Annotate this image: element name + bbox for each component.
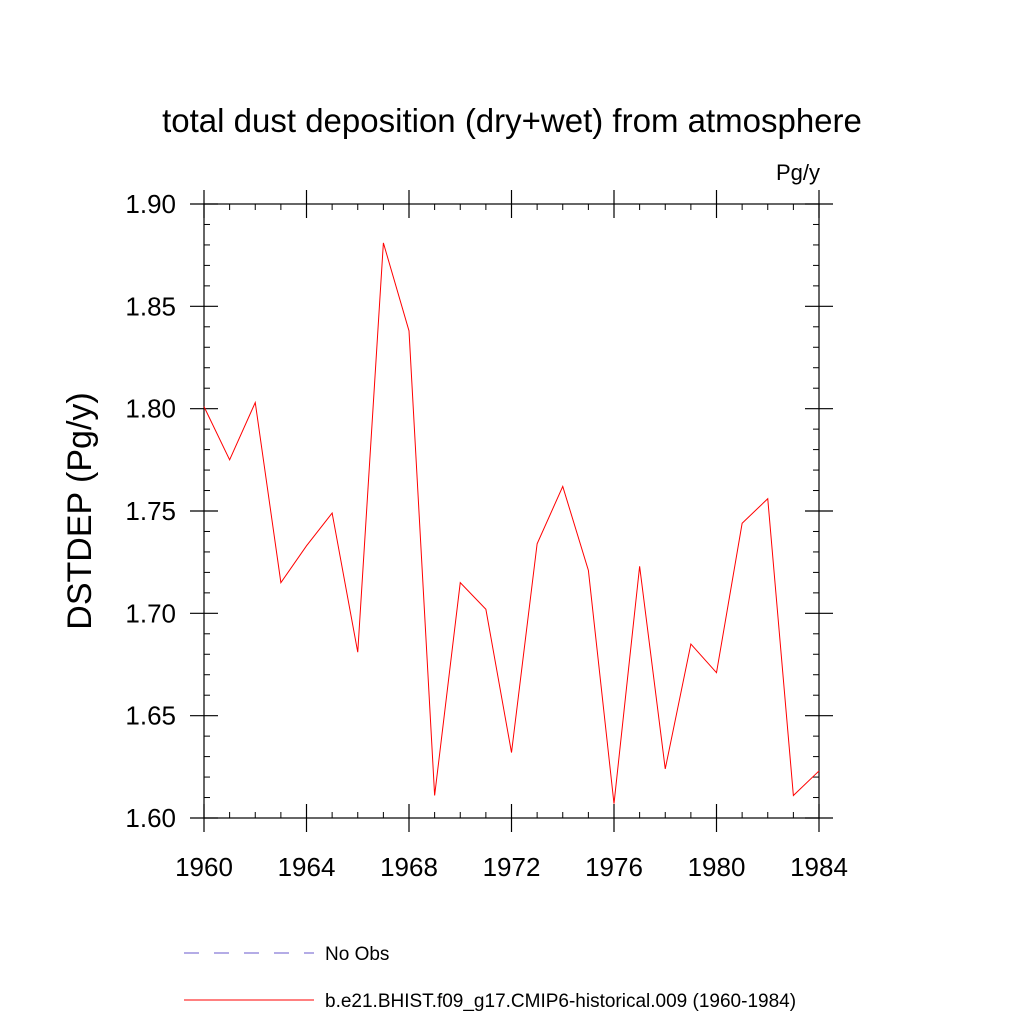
x-tick-label: 1960: [175, 852, 233, 882]
series-line-0: [203, 242, 820, 804]
y-tick-labels: 1.60 1.65 1.70 1.75 1.80 1.85 1.90: [125, 189, 176, 833]
minor-ticks: [204, 204, 819, 818]
y-tick-label: 1.85: [125, 291, 176, 321]
y-axis-label: DSTDEP (Pg/y): [61, 392, 99, 629]
legend-label-historical: b.e21.BHIST.f09_g17.CMIP6-historical.009…: [325, 991, 796, 1012]
x-tick-labels: 1960 1964 1968 1972 1976 1980 1984: [175, 852, 848, 882]
y-tick-label: 1.90: [125, 189, 176, 219]
y-tick-label: 1.70: [125, 598, 176, 628]
y-tick-label: 1.80: [125, 394, 176, 424]
units-label: Pg/y: [776, 160, 820, 185]
chart-title: total dust deposition (dry+wet) from atm…: [162, 102, 862, 139]
x-tick-label: 1964: [278, 852, 336, 882]
y-tick-label: 1.65: [125, 701, 176, 731]
x-tick-label: 1972: [483, 852, 541, 882]
x-tick-label: 1976: [585, 852, 643, 882]
x-tick-label: 1968: [380, 852, 438, 882]
y-tick-label: 1.75: [125, 496, 176, 526]
series-layer: [203, 242, 820, 804]
y-tick-label: 1.60: [125, 803, 176, 833]
plot-frame: [203, 203, 820, 819]
major-ticks: [190, 190, 833, 832]
x-tick-label: 1980: [688, 852, 746, 882]
legend-label-no-obs: No Obs: [325, 944, 389, 965]
x-tick-label: 1984: [790, 852, 848, 882]
legend: No Obs b.e21.BHIST.f09_g17.CMIP6-histori…: [184, 944, 796, 1012]
